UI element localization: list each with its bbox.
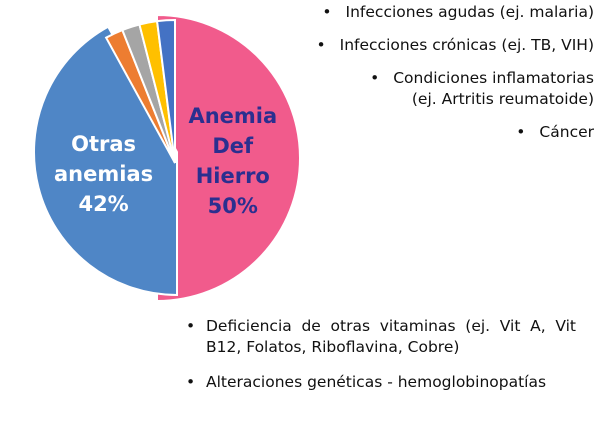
- bullet-marker: •: [322, 3, 332, 21]
- bullet-marker: •: [186, 317, 196, 335]
- slice-label: 50%: [208, 194, 258, 218]
- bullet-text: Infecciones agudas (ej. malaria): [345, 3, 594, 21]
- bullet-marker: •: [370, 69, 380, 87]
- slice-label: anemias: [54, 162, 153, 186]
- slice-label: Hierro: [196, 164, 270, 188]
- pie-slice: [156, 13, 301, 303]
- bullet-item: • Infecciones agudas (ej. malaria): [264, 2, 594, 23]
- slice-label: 42%: [78, 192, 128, 216]
- bullet-text: Cáncer: [539, 123, 594, 141]
- bullet-marker: •: [316, 36, 326, 54]
- bullet-text: Alteraciones genéticas - hemoglobinopatí…: [206, 373, 547, 391]
- bullet-text: Infecciones crónicas (ej. TB, VIH): [339, 36, 594, 54]
- bullet-item: • Infecciones crónicas (ej. TB, VIH): [264, 35, 594, 56]
- bullet-item: • Cáncer: [264, 122, 594, 143]
- bullet-text: Condiciones inflamatorias: [393, 69, 594, 87]
- top-bullet-list: • Infecciones agudas (ej. malaria) • Infec…: [264, 2, 594, 155]
- bullet-text-line2: (ej. Artritis reumatoide): [411, 90, 594, 108]
- slice-label: Def: [212, 134, 254, 158]
- bottom-bullet-list: • Deficiencia de otras vitaminas (ej. Vi…: [176, 316, 576, 407]
- bullet-marker: •: [186, 373, 196, 391]
- pie-slice: [155, 18, 176, 164]
- bullet-item: • Deficiencia de otras vitaminas (ej. Vi…: [176, 316, 576, 358]
- bullet-item: • Alteraciones genéticas - hemoglobinopa…: [176, 372, 576, 393]
- slice-label: Otras: [71, 132, 136, 156]
- bullet-marker: •: [516, 123, 526, 141]
- bullet-text: Deficiencia de otras vitaminas (ej. Vit …: [206, 317, 576, 356]
- bullet-item: • Condiciones inflamatorias (ej. Artritis…: [264, 68, 594, 110]
- slice-label: Anemia: [188, 104, 277, 128]
